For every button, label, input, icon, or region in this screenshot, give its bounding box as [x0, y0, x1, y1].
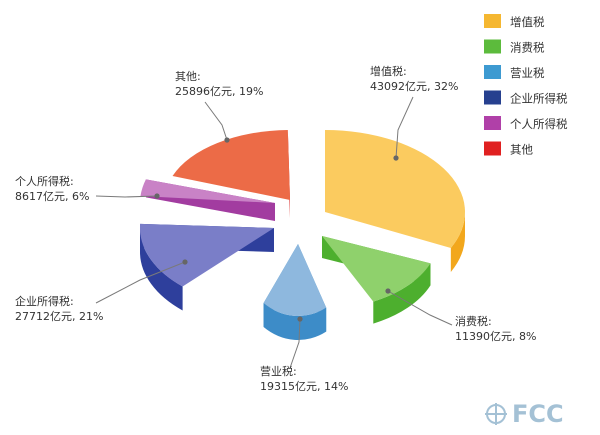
leader-dot-personal-income-tax [154, 193, 160, 199]
pie-slice-other [172, 130, 290, 218]
slice-top-vat [325, 130, 466, 248]
legend-swatch-consumption-tax [484, 39, 501, 54]
leader-dot-vat [393, 155, 399, 161]
legend-label-other: 其他 [510, 143, 533, 157]
pie-slice-consumption-tax [322, 236, 431, 324]
leader-dot-business-tax [297, 316, 303, 322]
legend-swatch-business-tax [484, 65, 501, 79]
slice-top-consumption-tax [322, 236, 431, 302]
watermark-text: FCC [512, 400, 564, 428]
leader-line-consumption-tax [387, 290, 453, 326]
pie-slices [140, 130, 466, 340]
data-labels: 增值税: 43092亿元, 32% 消费税: 11390亿元, 8% 营业税: 19315… [15, 64, 536, 393]
slice-top-other [172, 130, 290, 200]
slice-side-corporate-income-tax [140, 228, 183, 311]
legend-swatch-vat [484, 14, 501, 28]
slice-top-corporate-income-tax [140, 223, 274, 287]
pie-slice-business-tax [263, 244, 327, 340]
data-label-name-business-tax: 营业税: [260, 364, 297, 378]
pie-slice-corporate-income-tax [140, 223, 274, 311]
legend-swatch-personal-income-tax [484, 116, 501, 130]
data-label-value-personal-income-tax: 8617亿元, 6% [15, 190, 89, 203]
leader-dot-corporate-income-tax [182, 259, 188, 265]
fcc-logo-watermark: FCC [485, 400, 564, 428]
slice-top-personal-income-tax [140, 179, 275, 203]
leader-lines [95, 96, 453, 369]
data-label-name-consumption-tax: 消费税: [455, 314, 492, 328]
legend-swatch-other [484, 141, 501, 156]
legend-swatch-corporate-income-tax [484, 90, 501, 105]
leader-line-other [204, 101, 228, 141]
pie-slice-vat [325, 130, 466, 272]
legend-label-consumption-tax: 消费税 [510, 41, 545, 55]
slice-side-business-tax [263, 302, 327, 340]
data-label-value-vat: 43092亿元, 32% [370, 80, 458, 93]
data-label-value-other: 25896亿元, 19% [175, 85, 263, 98]
data-label-name-other: 其他: [175, 70, 201, 83]
leader-line-personal-income-tax [95, 195, 158, 198]
legend-label-corporate-income-tax: 企业所得税 [510, 92, 568, 106]
data-label-value-corporate-income-tax: 27712亿元, 21% [15, 310, 103, 323]
pie-slice-personal-income-tax [140, 179, 275, 221]
leader-dot-other [224, 137, 230, 143]
legend-label-business-tax: 营业税 [510, 66, 545, 80]
legend-label-personal-income-tax: 个人所得税 [510, 117, 568, 131]
slice-top-business-tax [263, 244, 327, 316]
leader-line-corporate-income-tax [95, 261, 186, 304]
legend-label-vat: 增值税 [510, 15, 545, 29]
leader-line-vat [395, 96, 414, 159]
data-label-value-business-tax: 19315亿元, 14% [260, 380, 348, 393]
slice-side-vat [450, 212, 465, 272]
leader-dot-consumption-tax [385, 288, 391, 294]
data-label-name-corporate-income-tax: 企业所得税: [15, 294, 74, 308]
slice-side-consumption-tax [373, 263, 431, 324]
data-label-value-consumption-tax: 11390亿元, 8% [455, 330, 536, 343]
data-label-name-personal-income-tax: 个人所得税: [15, 174, 74, 188]
data-label-name-vat: 增值税: [370, 64, 407, 78]
leader-line-business-tax [289, 318, 301, 369]
